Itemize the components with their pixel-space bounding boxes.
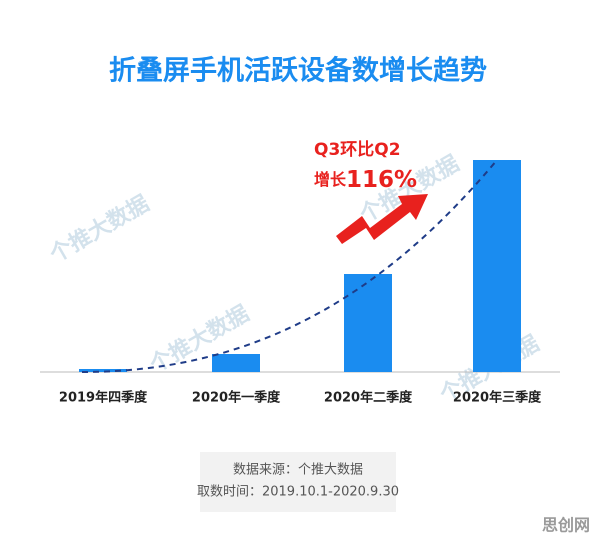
bars <box>79 160 521 372</box>
bar <box>212 354 260 372</box>
annotation-line1: Q3环比Q2 <box>314 139 401 160</box>
watermark: 个推大数据 <box>45 190 153 268</box>
trend-curve <box>81 159 498 373</box>
bar <box>344 274 392 372</box>
period: 取数时间：2019.10.1-2020.9.30 <box>197 485 399 500</box>
growth-arrow <box>336 194 428 244</box>
x-tick-label: 2020年三季度 <box>453 390 542 406</box>
bar <box>79 369 127 372</box>
x-tick-label: 2020年一季度 <box>192 390 281 406</box>
bar <box>473 160 521 372</box>
annotation-prefix: 增长 <box>314 170 347 189</box>
corner-logo: 思创网 <box>542 516 590 535</box>
annotation-line2: 增长116% <box>314 167 417 193</box>
source: 数据来源：个推大数据 <box>233 463 363 478</box>
x-tick-label: 2020年二季度 <box>324 390 413 406</box>
chart-title: 折叠屏手机活跃设备数增长趋势 <box>109 55 487 87</box>
x-tick-label: 2019年四季度 <box>59 390 148 406</box>
annotation-value: 116% <box>346 167 417 193</box>
footer-box <box>200 452 396 512</box>
